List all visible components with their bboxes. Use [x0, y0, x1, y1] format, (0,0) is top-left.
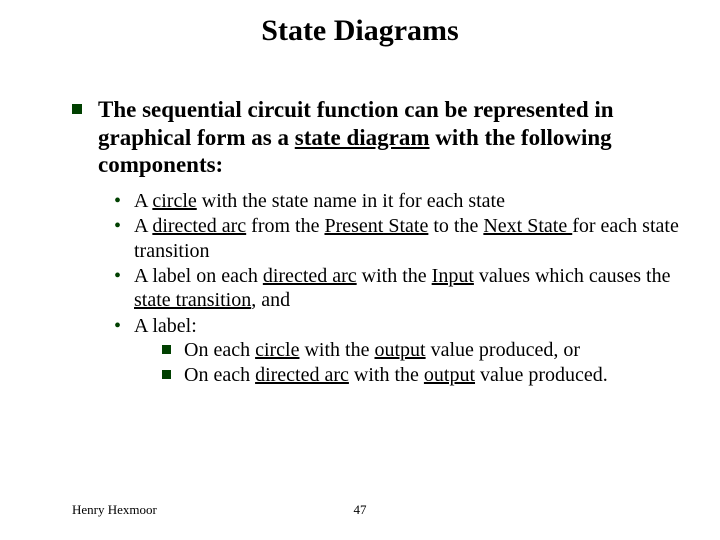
list-item: A directed arc from the Present State to… — [114, 214, 680, 263]
text: , and — [251, 289, 290, 311]
text: values which causes the — [474, 265, 671, 287]
bullet-list-lvl1: The sequential circuit function can be r… — [72, 96, 680, 387]
list-item: A circle with the state name in it for e… — [114, 189, 680, 213]
list-item: A label: On each circle with the output … — [114, 314, 680, 387]
underline-text: circle — [152, 190, 196, 212]
text: with the state name in it for each state — [197, 190, 505, 212]
underline-text: state diagram — [295, 125, 430, 150]
text: A label on each — [134, 265, 263, 287]
bullet-list-lvl3: On each circle with the output value pro… — [134, 338, 680, 387]
list-item: A label on each directed arc with the In… — [114, 264, 680, 313]
underline-text: output — [374, 339, 425, 361]
list-item: On each directed arc with the output val… — [162, 363, 680, 387]
text: with the — [299, 339, 374, 361]
list-item: The sequential circuit function can be r… — [72, 96, 680, 387]
text: with the — [349, 364, 424, 386]
text: from the — [246, 215, 324, 237]
slide-content: The sequential circuit function can be r… — [0, 48, 720, 387]
underline-text: output — [424, 364, 475, 386]
underline-text: state transition — [134, 289, 251, 311]
text: On each — [184, 364, 255, 386]
text: with the — [357, 265, 432, 287]
underline-text: Next State — [483, 215, 572, 237]
text: A — [134, 215, 152, 237]
underline-text: directed arc — [152, 215, 246, 237]
text: value produced, or — [426, 339, 580, 361]
underline-text: Input — [432, 265, 474, 287]
text: A — [134, 190, 152, 212]
bullet-list-lvl2: A circle with the state name in it for e… — [98, 189, 680, 387]
slide-title: State Diagrams — [0, 0, 720, 48]
footer-page-number: 47 — [0, 502, 720, 518]
underline-text: circle — [255, 339, 299, 361]
text: A label: — [134, 315, 197, 337]
underline-text: directed arc — [255, 364, 349, 386]
text: On each — [184, 339, 255, 361]
slide: State Diagrams The sequential circuit fu… — [0, 0, 720, 540]
underline-text: Present State — [324, 215, 428, 237]
text: to the — [428, 215, 483, 237]
list-item: On each circle with the output value pro… — [162, 338, 680, 362]
underline-text: directed arc — [263, 265, 357, 287]
text: value produced. — [475, 364, 608, 386]
